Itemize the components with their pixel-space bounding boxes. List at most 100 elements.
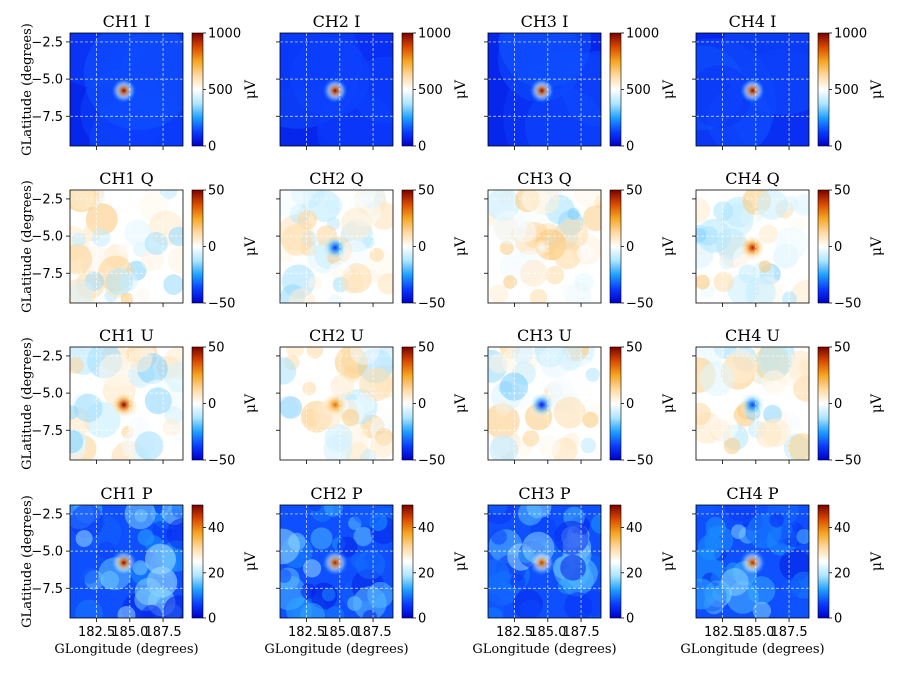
colorbar-tick-label: 0 [834,240,842,255]
source-blob [528,391,555,418]
map-texture-blob [758,260,772,273]
panel-ch4-q: CH4 Q −50 0 50 μV [692,169,885,312]
colorbar [401,346,414,461]
colorbar-tick-label: 0 [626,240,634,255]
colorbar-tick-label: 20 [418,566,435,581]
map-texture-blob [167,244,183,275]
map-texture-blob [696,578,717,610]
source-blob [110,77,137,104]
map-texture-blob [325,196,343,215]
plot-frame [487,32,602,147]
map-texture-blob [281,224,313,256]
colorbar-tick-label: 40 [418,521,435,536]
colorbar-unit-label: μV [661,551,677,571]
panel-ch4-i: CH4 I 0 500 1000 μV [692,12,885,155]
map-texture-blob [747,576,776,605]
map-texture-blob [362,610,378,618]
colorbar-tick-label: 0 [834,612,842,627]
map-texture-blob [696,274,710,290]
map-texture-blob [280,505,295,535]
colorbar-tick-label: 40 [626,521,643,536]
map-texture-blob [117,606,136,618]
map-texture-blob [321,587,336,602]
map-texture-blob [522,430,540,447]
map-texture-blob [91,228,111,247]
map-texture-blob [696,65,751,128]
map-texture-blob [303,559,322,578]
x-tick-label: 187.5 [562,625,599,640]
panel-ch4-u: CH4 U −50 0 50 μV [692,326,885,469]
y-tick-label: −2.5 [31,349,63,364]
map-texture-blob [582,205,601,232]
colorbar-tick-label: 0 [208,140,216,155]
colorbar-tick-label: 0 [834,140,842,155]
map-texture-blob [280,357,297,385]
map-texture-blob [166,518,183,550]
map-texture-blob [567,207,580,220]
map-texture-blob [557,347,584,371]
source-blob [110,391,137,418]
map-texture-blob [98,353,133,389]
y-axis-label: GLatitude (degrees) [20,23,35,156]
plot-frame [695,189,810,304]
colorbar-tick-label: 20 [208,566,225,581]
colorbar-tick-label: 0 [834,397,842,412]
panel-ch2-q: CH2 Q −50 0 50 μV [276,169,469,312]
x-tick-label: 185.0 [321,625,358,640]
map-image [696,190,809,303]
map-image [280,347,393,460]
colorbar-tick-label: 500 [834,83,859,98]
colorbar-tick-label: 0 [418,140,426,155]
colorbar-unit-label: μV [453,79,469,99]
map-texture-blob [134,431,164,460]
map-texture-blob [370,433,393,459]
colorbar [817,32,830,147]
map-texture-blob [350,505,384,526]
colorbar-tick-label: 1000 [834,27,867,42]
colorbar-unit-label: μV [869,393,885,413]
panel-title: CH4 I [729,12,777,31]
plot-frame [695,504,810,619]
map-texture-blob [105,268,133,296]
x-tick-label: 185.0 [111,625,148,640]
panel-title: CH3 P [518,484,570,503]
map-texture-blob [369,247,384,262]
colorbar-unit-label: μV [661,79,677,99]
map-texture-blob [297,209,318,230]
panel-title: CH4 Q [725,169,780,188]
map-texture-blob [574,190,601,208]
map-texture-blob [537,434,561,458]
map-texture-blob [70,243,93,275]
panel-title: CH1 I [103,12,151,31]
map-texture-blob [280,190,304,217]
map-texture-blob [353,526,373,547]
map-texture-blob [341,270,365,294]
map-texture-blob [769,512,784,528]
map-texture-blob [731,524,746,540]
map-texture-blob [745,277,776,303]
colorbar-tick-label: 50 [834,184,851,199]
map-texture-blob [141,604,163,618]
map-texture-blob [308,276,322,290]
map-texture-blob [723,437,741,455]
x-axis-label: GLongitude (degrees) [680,642,824,657]
colorbar-tick-label: 50 [208,184,225,199]
colorbar-tick-label: 40 [208,521,225,536]
colorbar-tick-label: 50 [418,184,435,199]
colorbar [401,504,414,619]
map-texture-blob [709,412,739,442]
colorbar-tick-label: 40 [834,521,851,536]
map-texture-blob [164,362,183,393]
map-texture-blob [324,505,343,517]
map-texture-blob [380,408,393,424]
map-image [696,505,809,618]
colorbar [191,32,204,147]
plot-frame [279,189,394,304]
colorbar-tick-label: 1000 [418,27,451,42]
map-texture-blob [309,505,322,512]
colorbar-tick-label: 50 [834,341,851,356]
map-texture-blob [719,254,735,270]
map-texture-blob [510,574,526,590]
map-texture-blob [518,505,543,526]
